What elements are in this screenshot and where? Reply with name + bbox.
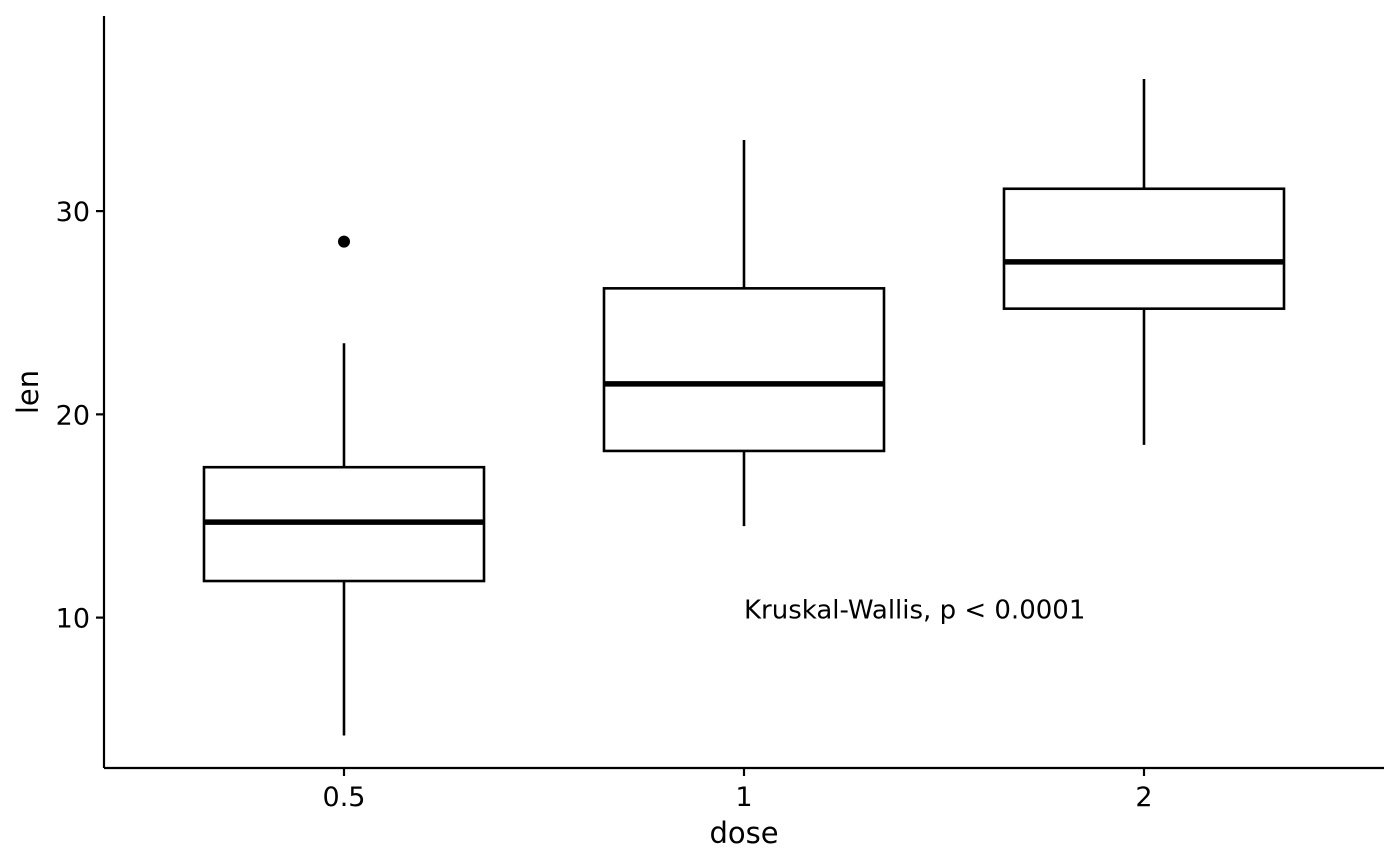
y-axis-ticks: 10 20 30 bbox=[56, 197, 104, 635]
box-1 bbox=[602, 139, 886, 527]
y-tick-label: 20 bbox=[56, 400, 90, 431]
x-axis-title: dose bbox=[709, 816, 778, 850]
x-axis-ticks: 0.5 1 2 bbox=[323, 768, 1153, 813]
iqr-box bbox=[1002, 187, 1286, 310]
outlier-point bbox=[338, 235, 350, 248]
x-tick-label: 0.5 bbox=[323, 782, 366, 813]
plot-area bbox=[202, 79, 1286, 736]
box-2 bbox=[1002, 79, 1286, 445]
y-tick-label: 30 bbox=[56, 197, 90, 228]
y-axis-title: len bbox=[11, 370, 45, 414]
iqr-box bbox=[602, 287, 886, 453]
x-tick-label: 1 bbox=[735, 782, 752, 813]
box-0.5 bbox=[202, 235, 486, 736]
x-tick-label: 2 bbox=[1135, 782, 1152, 813]
kruskal-wallis-annotation: Kruskal-Wallis, p < 0.0001 bbox=[744, 595, 1085, 625]
y-tick-label: 10 bbox=[56, 604, 90, 635]
